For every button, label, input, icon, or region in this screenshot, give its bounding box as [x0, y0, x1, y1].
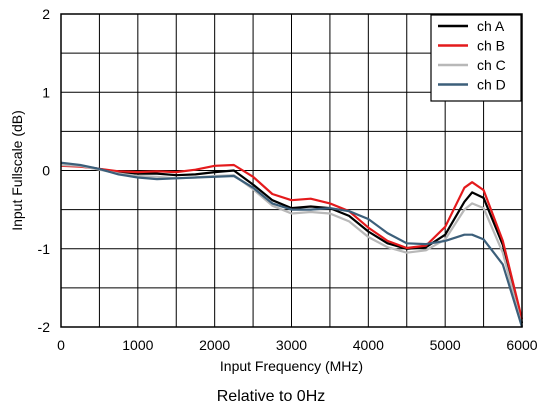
y-tick-label: -2 — [38, 319, 51, 335]
series-line-ch-a — [60, 163, 524, 324]
series-line-ch-b — [60, 163, 524, 320]
y-tick-label: 1 — [42, 84, 50, 100]
x-tick-label: 6000 — [506, 337, 537, 353]
legend-label: ch A — [477, 18, 505, 34]
x-tick-label: 5000 — [430, 337, 461, 353]
y-tick-label: 0 — [42, 163, 50, 179]
tick-labels: 0 1000 2000 3000 4000 5000 6000 2 1 0 -1 -2 — [38, 6, 538, 353]
series-line-ch-d — [60, 161, 524, 328]
legend: ch A ch B ch C ch D — [430, 14, 522, 102]
y-axis-label: Input Fullscale (dB) — [9, 110, 25, 231]
legend-label: ch D — [477, 77, 506, 93]
x-tick-label: 0 — [57, 337, 65, 353]
x-tick-label: 4000 — [353, 337, 384, 353]
chart-caption: Relative to 0Hz — [216, 388, 326, 405]
x-axis-label: Input Frequency (MHz) — [220, 358, 363, 374]
legend-label: ch B — [477, 38, 505, 54]
y-tick-label: -1 — [38, 241, 51, 257]
series-line-ch-c — [60, 163, 524, 328]
y-tick-label: 2 — [42, 6, 50, 22]
x-tick-label: 2000 — [199, 337, 230, 353]
series-group — [60, 161, 524, 328]
x-tick-label: 1000 — [122, 337, 153, 353]
line-chart: 0 1000 2000 3000 4000 5000 6000 2 1 0 -1 -2 Input F… — [9, 6, 538, 374]
plot-frame — [60, 13, 523, 328]
legend-label: ch C — [477, 57, 506, 73]
x-tick-label: 3000 — [276, 337, 307, 353]
legend-box — [430, 14, 522, 102]
